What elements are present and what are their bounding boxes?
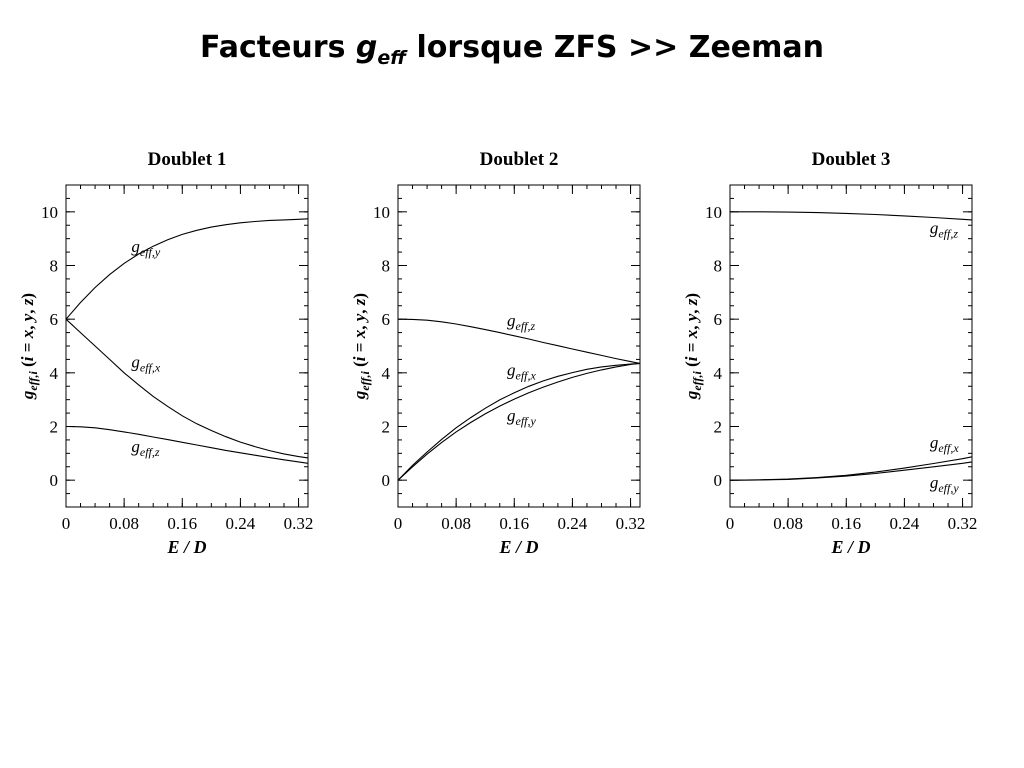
x-tick-label: 0.16 [499, 514, 529, 533]
x-tick-label: 0.24 [226, 514, 256, 533]
title-rest: lorsque ZFS >> Zeeman [406, 30, 825, 65]
y-tick-label: 10 [41, 203, 58, 222]
chart-doublet-2: 0 0.08 0.16 0.24 0.32 0 2 4 6 8 10 Doublet 2 E / D ge… [350, 149, 645, 557]
x-tick-label: 0 [394, 514, 403, 533]
chart-title: Doublet 1 [148, 149, 227, 170]
y-tick-label: 10 [705, 203, 722, 222]
x-tick-label: 0.32 [284, 514, 314, 533]
x-axis-label: E / D [830, 537, 870, 557]
y-tick-label: 6 [50, 310, 59, 329]
y-axis-label: geff,i (i = x, y, z) [350, 293, 372, 400]
y-tick-label: 6 [714, 310, 723, 329]
title-g: g [355, 30, 378, 65]
series-line-eff-z [65, 425, 309, 464]
y-tick-label: 2 [714, 418, 723, 437]
y-tick-label: 0 [50, 471, 59, 490]
x-tick-label: 0 [726, 514, 735, 533]
y-tick-label: 0 [382, 471, 391, 490]
x-tick-label: 0.08 [773, 514, 803, 533]
series-label-eff-z: geff,z [930, 218, 958, 240]
series-label-eff-z: geff,z [131, 437, 159, 459]
chart-title: Doublet 3 [812, 149, 891, 170]
y-tick-label: 8 [382, 257, 391, 276]
series-line-eff-x [65, 318, 309, 459]
page-title: Facteurs geff lorsque ZFS >> Zeeman [0, 30, 1024, 69]
x-tick-label: 0.32 [948, 514, 978, 533]
chart-title: Doublet 2 [480, 149, 559, 170]
series-line-eff-x [397, 362, 641, 481]
y-tick-label: 4 [382, 364, 391, 383]
y-tick-label: 6 [382, 310, 391, 329]
chart-doublet-1: 0 0.08 0.16 0.24 0.32 0 2 4 6 8 10 Doublet 1 E / D ge… [18, 149, 313, 557]
y-axis-label: geff,i (i = x, y, z) [682, 293, 704, 400]
y-tick-label: 8 [714, 257, 723, 276]
y-tick-label: 0 [714, 471, 723, 490]
series-line-eff-z [730, 211, 973, 221]
y-axis-label: geff,i (i = x, y, z) [18, 293, 40, 400]
x-tick-label: 0.16 [167, 514, 197, 533]
y-tick-label: 2 [382, 418, 391, 437]
series-label-eff-y: geff,y [930, 473, 959, 495]
x-axis-label: E / D [166, 537, 206, 557]
x-tick-label: 0 [62, 514, 71, 533]
y-tick-label: 4 [50, 364, 59, 383]
plot-frame [397, 184, 641, 508]
title-main: Facteurs [199, 30, 356, 65]
y-tick-label: 4 [714, 364, 723, 383]
series-line-eff-y [729, 461, 973, 481]
title-subscript: eff [377, 47, 407, 69]
series-label-eff-x: geff,x [131, 352, 160, 374]
x-tick-label: 0.24 [558, 514, 588, 533]
series-line-eff-y [65, 218, 309, 320]
y-tick-label: 8 [50, 257, 59, 276]
series-line-eff-z [397, 318, 641, 364]
x-tick-label: 0.32 [616, 514, 646, 533]
x-tick-label: 0.08 [109, 514, 139, 533]
series-line-eff-y [397, 362, 641, 481]
series-label-eff-y: geff,y [131, 237, 160, 259]
y-tick-label: 2 [50, 418, 59, 437]
series-label-eff-z: geff,z [507, 311, 535, 333]
series-label-eff-x: geff,x [507, 361, 536, 383]
series-label-eff-x: geff,x [930, 433, 959, 455]
chart-doublet-3: 0 0.08 0.16 0.24 0.32 0 2 4 6 8 10 Doublet 3 E / D ge… [682, 149, 977, 557]
x-tick-label: 0.24 [890, 514, 920, 533]
x-axis-label: E / D [498, 537, 538, 557]
series-label-eff-y: geff,y [507, 406, 536, 428]
y-tick-label: 10 [373, 203, 390, 222]
x-tick-label: 0.16 [831, 514, 861, 533]
x-tick-label: 0.08 [441, 514, 471, 533]
